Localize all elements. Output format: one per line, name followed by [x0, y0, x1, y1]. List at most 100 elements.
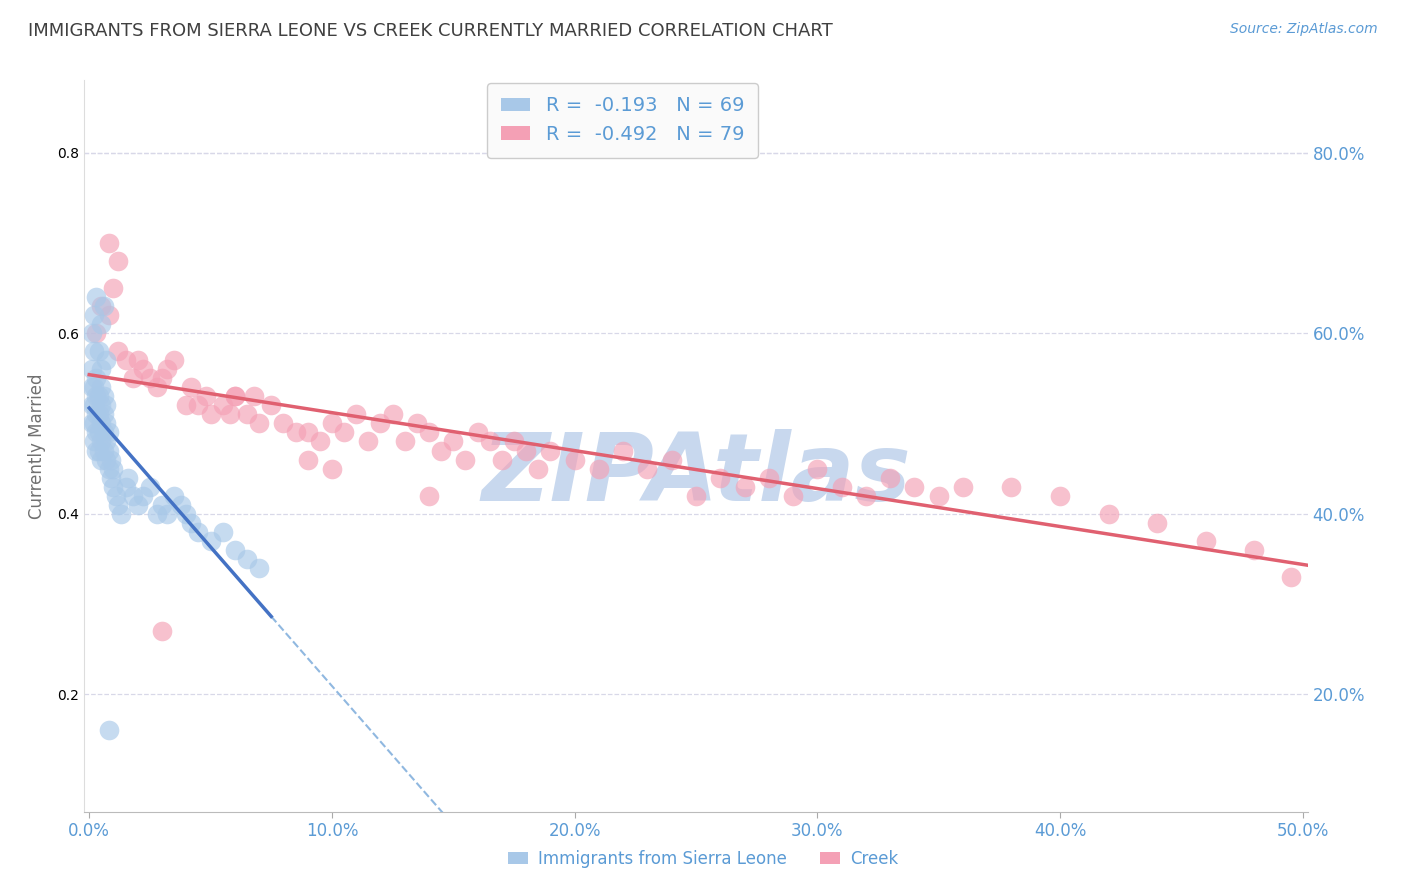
- Point: [86, 371, 108, 385]
- Point: [418, 489, 440, 503]
- Point: [122, 371, 145, 385]
- Point: [831, 480, 853, 494]
- Point: [321, 461, 343, 475]
- Point: [224, 542, 246, 557]
- Point: [903, 480, 925, 494]
- Point: [86, 425, 108, 440]
- Text: ZIPAtlas: ZIPAtlas: [481, 429, 911, 521]
- Point: [170, 498, 193, 512]
- Point: [1146, 516, 1168, 530]
- Point: [163, 489, 186, 503]
- Point: [87, 389, 110, 403]
- Point: [273, 417, 295, 431]
- Point: [527, 461, 550, 475]
- Point: [211, 524, 233, 539]
- Point: [247, 561, 270, 575]
- Point: [855, 489, 877, 503]
- Point: [86, 326, 108, 340]
- Point: [100, 470, 122, 484]
- Point: [90, 452, 112, 467]
- Point: [467, 425, 489, 440]
- Legend: Immigrants from Sierra Leone, Creek: Immigrants from Sierra Leone, Creek: [501, 844, 905, 875]
- Point: [194, 389, 217, 403]
- Point: [93, 425, 115, 440]
- Point: [1097, 507, 1119, 521]
- Point: [224, 389, 246, 403]
- Point: [107, 344, 129, 359]
- Point: [247, 417, 270, 431]
- Point: [96, 398, 118, 412]
- Point: [150, 498, 173, 512]
- Point: [96, 417, 118, 431]
- Point: [879, 470, 901, 484]
- Point: [93, 408, 115, 422]
- Point: [110, 507, 132, 521]
- Point: [107, 253, 129, 268]
- Point: [83, 434, 105, 449]
- Point: [1049, 489, 1071, 503]
- Point: [187, 398, 209, 412]
- Point: [163, 353, 186, 368]
- Point: [146, 507, 169, 521]
- Point: [80, 326, 103, 340]
- Point: [758, 470, 780, 484]
- Point: [104, 489, 127, 503]
- Point: [97, 443, 120, 458]
- Point: [90, 317, 112, 331]
- Point: [131, 362, 153, 376]
- Point: [150, 371, 173, 385]
- Point: [80, 417, 103, 431]
- Point: [219, 408, 242, 422]
- Point: [90, 417, 112, 431]
- Point: [127, 498, 149, 512]
- Point: [308, 434, 330, 449]
- Point: [96, 452, 118, 467]
- Point: [90, 299, 112, 313]
- Point: [97, 425, 120, 440]
- Point: [156, 362, 179, 376]
- Point: [588, 461, 610, 475]
- Point: [1195, 533, 1218, 548]
- Point: [150, 624, 173, 639]
- Point: [97, 308, 120, 322]
- Point: [357, 434, 380, 449]
- Point: [661, 452, 683, 467]
- Point: [139, 480, 162, 494]
- Point: [86, 443, 108, 458]
- Point: [97, 461, 120, 475]
- Text: IMMIGRANTS FROM SIERRA LEONE VS CREEK CURRENTLY MARRIED CORRELATION CHART: IMMIGRANTS FROM SIERRA LEONE VS CREEK CU…: [28, 22, 832, 40]
- Point: [952, 480, 974, 494]
- Point: [297, 452, 319, 467]
- Point: [103, 461, 125, 475]
- Point: [441, 434, 464, 449]
- Point: [636, 461, 658, 475]
- Point: [83, 380, 105, 394]
- Point: [405, 417, 427, 431]
- Point: [180, 380, 202, 394]
- Point: [370, 417, 392, 431]
- Point: [187, 524, 209, 539]
- Point: [87, 408, 110, 422]
- Point: [200, 533, 222, 548]
- Point: [333, 425, 356, 440]
- Point: [103, 480, 125, 494]
- Point: [96, 353, 118, 368]
- Point: [87, 425, 110, 440]
- Point: [1000, 480, 1022, 494]
- Point: [418, 425, 440, 440]
- Point: [90, 434, 112, 449]
- Point: [122, 489, 145, 503]
- Point: [297, 425, 319, 440]
- Point: [1279, 570, 1302, 584]
- Point: [1243, 542, 1265, 557]
- Text: Source: ZipAtlas.com: Source: ZipAtlas.com: [1230, 22, 1378, 37]
- Point: [180, 516, 202, 530]
- Point: [236, 408, 259, 422]
- Point: [131, 489, 153, 503]
- Point: [86, 389, 108, 403]
- Point: [612, 443, 634, 458]
- Point: [96, 434, 118, 449]
- Point: [806, 461, 828, 475]
- Point: [685, 489, 707, 503]
- Point: [87, 344, 110, 359]
